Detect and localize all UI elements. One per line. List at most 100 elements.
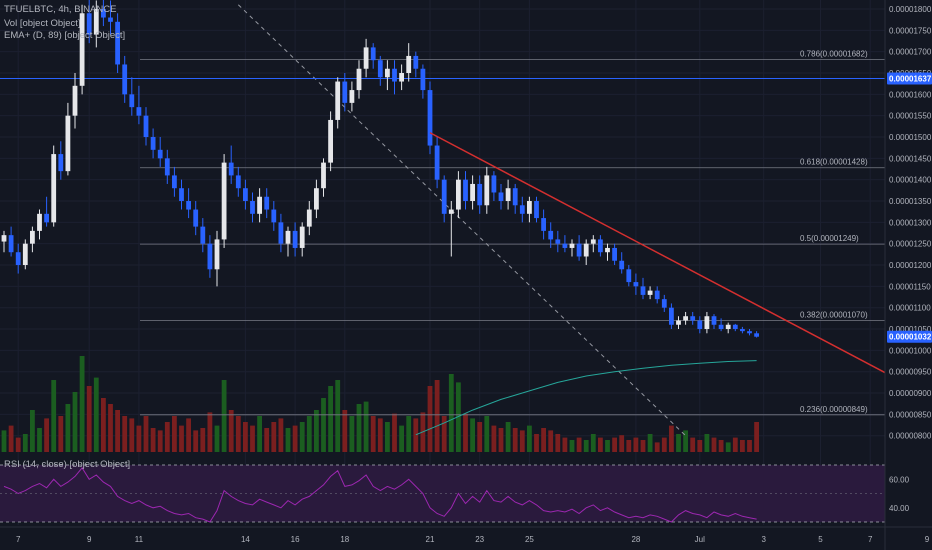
volume-bar [321,398,326,452]
candle-body [22,243,28,266]
price-axis-label: 0.00001050 [889,325,932,334]
volume-bar [441,416,447,452]
volume-bar [356,404,362,452]
candle-body [51,154,57,223]
volume-bar [598,437,603,452]
candle-body [72,85,78,116]
volume-bar [576,437,582,452]
volume-bar [314,410,319,452]
volume-bar [697,440,703,452]
candle-body [30,230,35,244]
ema-line [415,360,757,436]
candle-body [555,239,561,244]
candle-body [463,179,468,202]
volume-bar [661,437,667,452]
volume-bar [562,437,568,452]
volume-bar [470,418,475,452]
volume-bar [605,440,610,452]
time-axis-label: 7 [16,535,21,544]
volume-bar [669,425,674,452]
candle-body [669,307,674,325]
volume-bar [101,398,106,452]
volume-bar [143,416,149,452]
candle-body [527,201,532,214]
candle-body [519,205,525,214]
ema-legend: EMA+ (D, 89) [object Object] [4,30,126,41]
time-axis-label: 5 [818,535,823,544]
volume-bar [285,428,291,452]
volume-bar [328,386,333,452]
fib-level-label: 0.236(0.00000849) [800,405,868,414]
candle-body [292,230,298,248]
candle-body [8,235,14,253]
candle-body [157,149,163,159]
candle-body [505,188,511,202]
price-axis-label: 0.00001250 [889,240,932,249]
volume-bar [463,413,468,452]
volume-bar [427,386,433,452]
volume-bar [583,440,589,452]
candle-body [314,188,319,210]
rsi-axis-label: 40.00 [889,504,910,513]
candle-body [434,145,440,180]
time-axis-label: Jul [695,535,705,544]
candle-body [143,115,149,138]
price-tag [887,330,932,343]
candle-body [541,218,546,231]
candle-body [200,226,206,244]
volume-bar [732,437,738,452]
price-axis-label: 0.00001000 [889,346,932,355]
volume-bar [65,404,71,452]
volume-bar [434,380,440,452]
candle-body [93,9,99,35]
candle-body [512,188,518,206]
volume-bar [519,430,525,452]
candle-body [562,243,568,248]
rsi-axis-label: 60.00 [889,475,910,484]
candle-body [576,243,582,257]
volume-bar [200,428,206,452]
candle-body [569,243,575,248]
volume-bar [207,412,213,452]
price-axis-label: 0.00000850 [889,410,932,419]
candle-body [356,68,362,91]
volume-bar [250,425,255,452]
candle-body [129,94,135,108]
candle-body [413,55,419,69]
candle-body [633,282,639,287]
price-tag [887,72,932,85]
candle-body [583,243,589,257]
volume-bar [8,425,14,452]
volume-bar [235,416,241,452]
volume-bar [1,430,7,452]
volume-bar [484,416,490,452]
volume-bar [527,425,532,452]
candle-body [250,201,255,214]
volume-bar [647,434,653,452]
volume-bar [477,422,483,452]
candle-body [385,68,390,78]
candle-body [370,47,376,61]
price-axis-label: 0.00000950 [889,368,932,377]
candle-body [640,286,646,295]
volume-bar [633,437,639,452]
time-axis-label: 18 [340,535,349,544]
time-axis-label: 14 [241,535,250,544]
time-axis-label: 28 [631,535,640,544]
candle-body [15,252,21,266]
candle-body [647,290,653,295]
volume-bar [51,380,57,452]
volume-bar [725,442,731,452]
candle-body [654,290,660,300]
volume-bar [342,410,348,452]
volume-legend: Vol [object Object] [4,18,81,29]
candle-body [79,13,85,86]
volume-bar [93,377,99,452]
volume-bar [306,416,312,452]
candle-body [243,188,248,202]
volume-bar [86,386,92,452]
volume-bar [626,440,632,452]
candle-body [477,183,483,206]
candle-body [377,60,383,78]
